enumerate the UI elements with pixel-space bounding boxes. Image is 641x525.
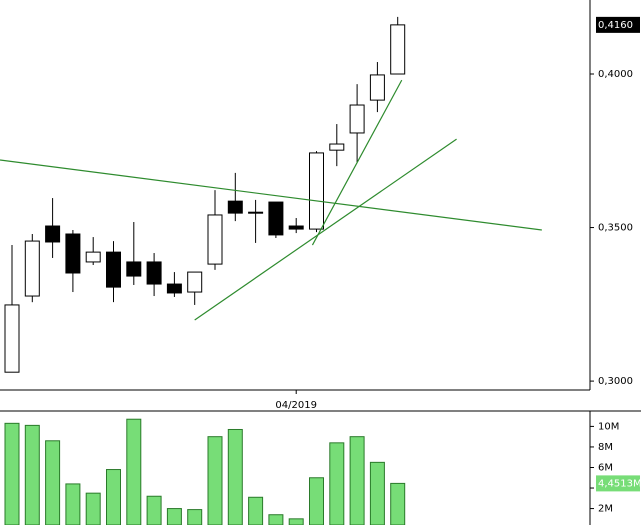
volume-bar [85, 492, 101, 525]
y-tick-label: 0,3000 [598, 376, 633, 387]
candle-body [146, 261, 162, 285]
y-tick-label: 8M [598, 442, 613, 453]
volume-bar [390, 482, 406, 525]
y-tick-label: 10M [598, 421, 619, 432]
candle-body [369, 74, 385, 101]
last-value-label: 0,4160 [598, 20, 633, 31]
volume-bar [4, 422, 20, 525]
volume-bar [349, 436, 365, 525]
trendline [311, 79, 403, 246]
candle-body [329, 143, 345, 151]
candle-body [268, 201, 284, 236]
candle-body [106, 251, 121, 288]
y-tick-label: 0,3500 [598, 223, 633, 234]
trendline [0, 159, 542, 231]
volume-bar [45, 440, 61, 525]
candle-body [187, 271, 203, 293]
volume-bar [146, 495, 162, 525]
candle-body [24, 240, 40, 297]
volume-bar [227, 428, 243, 525]
candle-body [227, 200, 243, 214]
volume-bar [329, 442, 345, 525]
candle-body [207, 214, 223, 265]
candle-body [288, 225, 304, 230]
last-value-label: 4,4513M [598, 478, 641, 489]
volume-bar [65, 483, 81, 525]
last-value-tag [596, 16, 640, 33]
candle-body [166, 283, 182, 294]
candle-body [390, 24, 406, 75]
volume-bar [106, 469, 121, 525]
candle-body [349, 104, 365, 134]
volume-bar [248, 496, 264, 525]
volume-bar [288, 518, 304, 525]
candle-body [85, 251, 101, 263]
y-tick-label: 0,4000 [598, 69, 633, 80]
volume-bar [166, 508, 182, 525]
last-value-tag [596, 475, 640, 492]
candle-body [4, 304, 20, 373]
volume-bar [369, 461, 385, 525]
volume-bar [309, 477, 324, 525]
y-tick-label: 2M [598, 504, 613, 515]
candle-body [45, 225, 61, 243]
y-tick-label: 6M [598, 462, 613, 473]
candle-body [126, 261, 142, 277]
trendline [194, 138, 457, 321]
volume-bar [268, 514, 284, 525]
volume-bar [207, 436, 223, 525]
volume-bar [187, 509, 203, 525]
candle-body [65, 233, 81, 274]
candle-body [248, 211, 264, 214]
volume-bar [24, 424, 40, 525]
x-tick-label: 04/2019 [275, 400, 317, 411]
volume-bar [126, 418, 142, 525]
candle-body [309, 152, 324, 230]
